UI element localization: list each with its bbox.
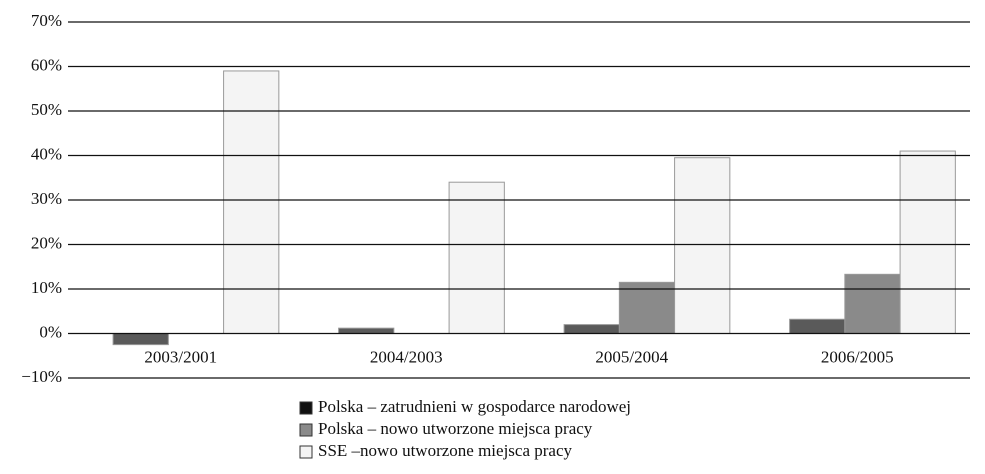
y-tick-label: 20% bbox=[31, 233, 62, 252]
bar bbox=[563, 324, 620, 335]
bar bbox=[789, 318, 846, 335]
legend-swatch bbox=[299, 401, 313, 415]
legend-swatch bbox=[299, 423, 313, 437]
legend-label: Polska – zatrudnieni w gospodarce narodo… bbox=[318, 397, 631, 416]
x-tick-label: 2006/2005 bbox=[821, 348, 894, 367]
bar bbox=[899, 150, 956, 334]
y-tick-label: 0% bbox=[39, 322, 62, 341]
bar bbox=[338, 327, 395, 335]
bar bbox=[674, 157, 731, 334]
legend-swatch bbox=[299, 445, 313, 459]
y-tick-label: 70% bbox=[31, 11, 62, 30]
y-tick-label: 10% bbox=[31, 278, 62, 297]
y-tick-label: 60% bbox=[31, 55, 62, 74]
x-tick-label: 2004/2003 bbox=[370, 348, 443, 367]
y-tick-label: 30% bbox=[31, 189, 62, 208]
legend-label: Polska – nowo utworzone miejsca pracy bbox=[318, 419, 593, 438]
bar bbox=[448, 181, 505, 334]
y-tick-label: 50% bbox=[31, 100, 62, 119]
y-tick-label: −10% bbox=[21, 367, 62, 386]
x-tick-label: 2003/2001 bbox=[144, 348, 217, 367]
bar bbox=[223, 70, 280, 334]
x-tick-label: 2005/2004 bbox=[595, 348, 668, 367]
bar bbox=[844, 273, 901, 335]
y-tick-label: 40% bbox=[31, 144, 62, 163]
bar bbox=[112, 333, 169, 346]
bar bbox=[618, 281, 676, 335]
legend-label: SSE –nowo utworzone miejsca pracy bbox=[318, 441, 572, 460]
